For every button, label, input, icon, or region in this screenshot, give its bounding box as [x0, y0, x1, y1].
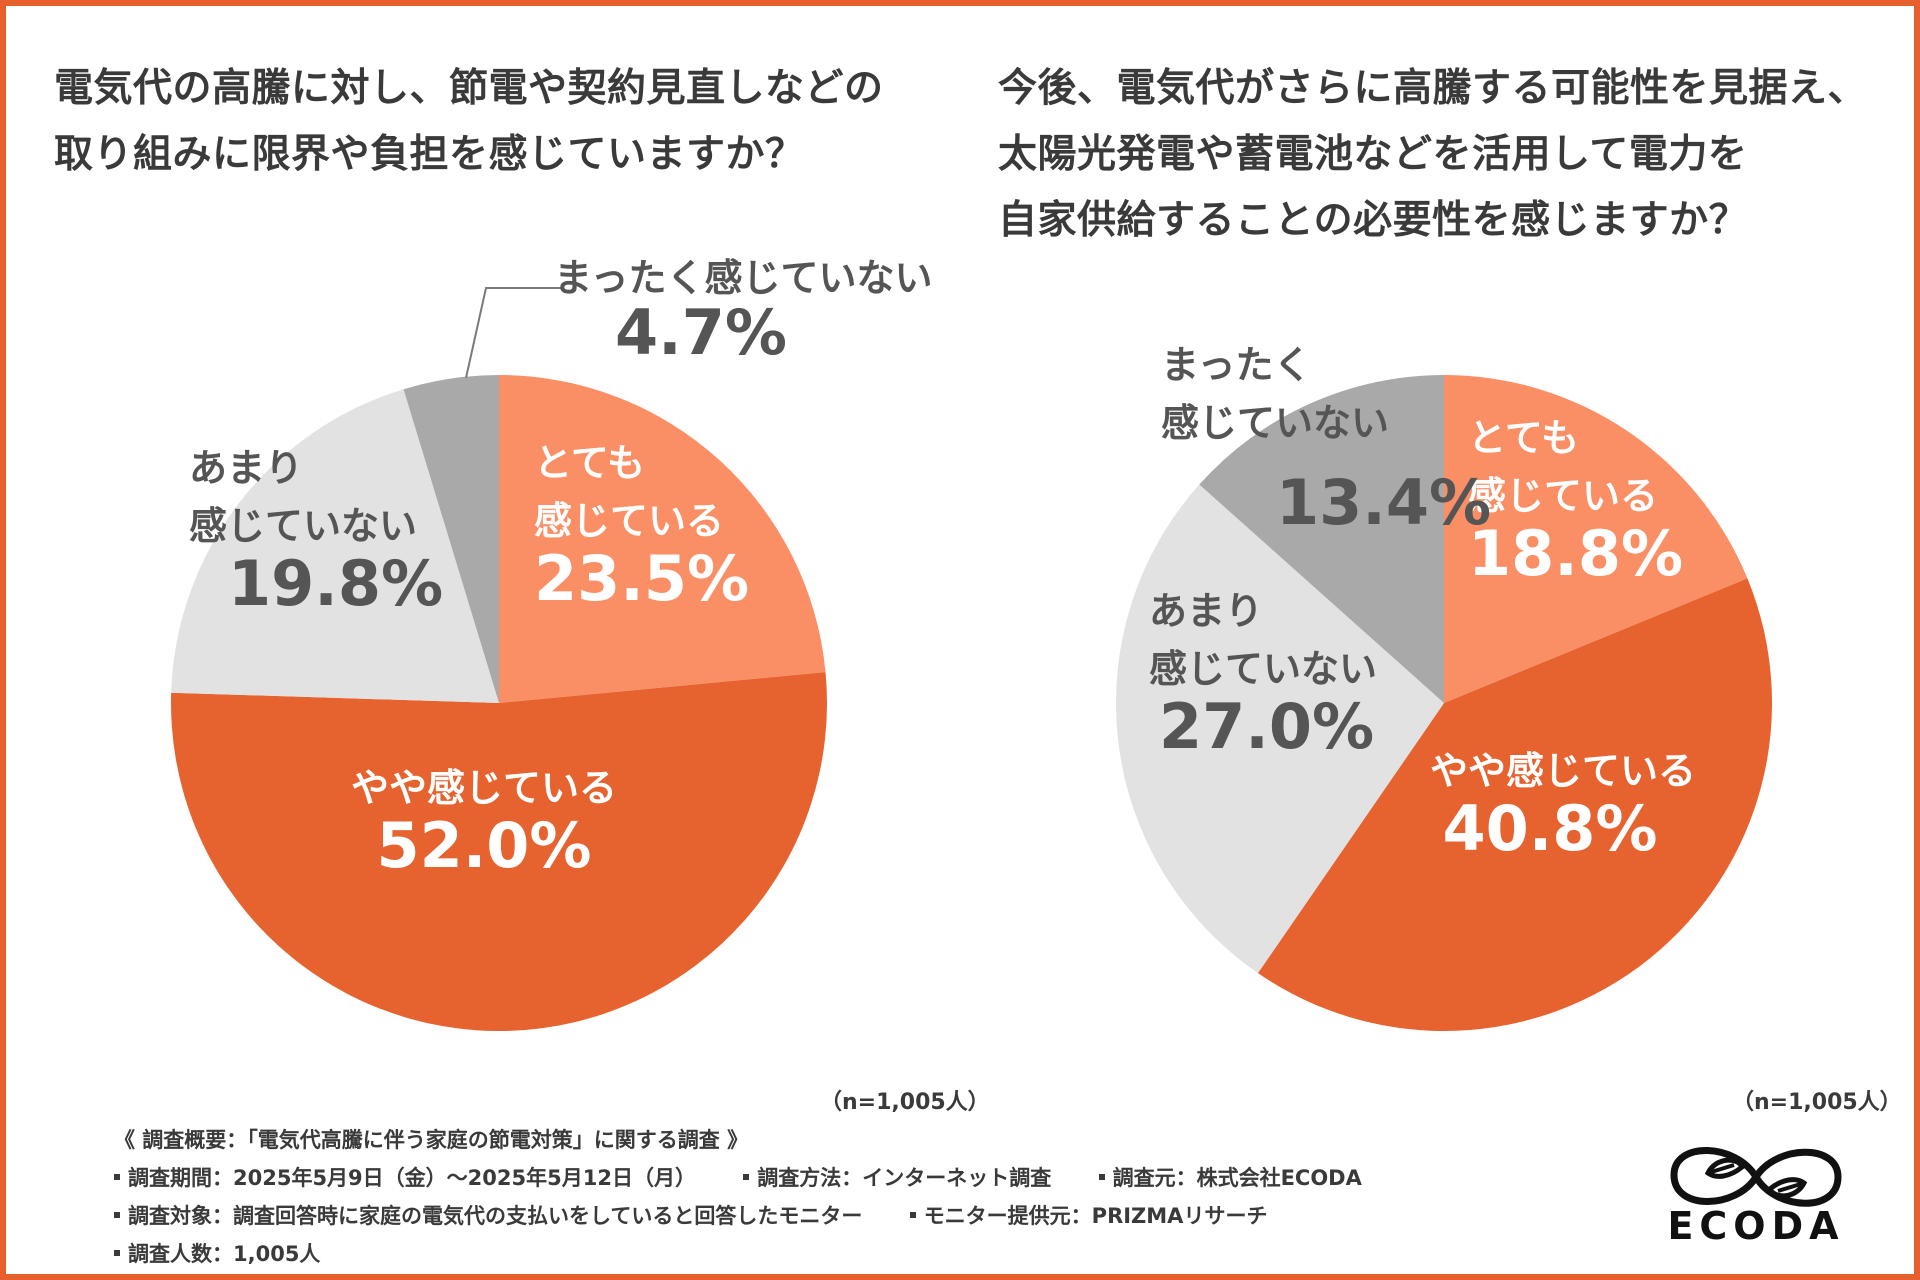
left-pie-slice-1 [499, 375, 826, 703]
left-slice-label: 感じていない [189, 504, 417, 548]
left-slice-label: とても [534, 441, 645, 485]
survey-count: 調査人数：1,005人 [114, 1235, 320, 1273]
survey-provider: モニター提供元：PRIZMAリサーチ [910, 1197, 1268, 1235]
left-title-line: 電気代の高騰に対し、節電や契約見直しなどの [54, 66, 884, 111]
right-slice-value: 18.8% [1468, 517, 1683, 590]
left-slice-value: 52.0% [376, 809, 591, 882]
right-slice-label: 感じていない [1149, 647, 1377, 691]
right-slice-value: 27.0% [1159, 690, 1374, 763]
left-slice-label: 感じている [534, 499, 724, 543]
right-slice-label: あまり [1149, 589, 1263, 633]
left-slice-value: 23.5% [534, 542, 749, 615]
pie-charts: とても感じている23.5%やや感じている52.0%あまり感じていない19.8%ま… [170, 256, 1773, 1032]
survey-period: 調査期間：2025年5月9日（金）～2025年5月12日（月） [114, 1159, 696, 1197]
left-slice-label: あまり [189, 446, 303, 490]
right-slice-value: 13.4% [1276, 466, 1491, 539]
survey-row: 調査期間：2025年5月9日（金）～2025年5月12日（月） 調査方法：インタ… [114, 1159, 1362, 1197]
right-title-line: 今後、電気代がさらに高騰する可能性を見据え、 [998, 66, 1868, 111]
left-slice-label: まったく感じていない [554, 256, 932, 300]
left-sample-size: （n=1,005人） [820, 1090, 990, 1115]
infinity-leaf-icon [1670, 1147, 1842, 1207]
left-title-line: 取り組みに限界や負担を感じていますか？ [54, 132, 805, 177]
right-slice-label: 感じている [1468, 474, 1658, 518]
right-slice-label: まったく [1161, 343, 1311, 387]
ecoda-logo-text: ECODA [1667, 1204, 1845, 1248]
right-slice-label: 感じていない [1161, 401, 1389, 445]
right-sample-size: （n=1,005人） [1732, 1090, 1902, 1115]
survey-method: 調査方法：インターネット調査 [743, 1159, 1051, 1197]
right-pie-slice-1 [1444, 375, 1748, 703]
survey-row: 調査人数：1,005人 [114, 1235, 1362, 1273]
right-slice-label: やや感じている [1430, 749, 1696, 793]
right-pie-slice-4 [1199, 375, 1444, 703]
survey-heading: 《 調査概要：「電気代高騰に伴う家庭の節電対策」に関する調査 》 [114, 1128, 749, 1152]
right-pie-chart: とても感じている18.8%やや感じている40.8%あまり感じていない27.0%ま… [1116, 343, 1773, 1032]
left-leader-line [465, 287, 561, 379]
right-chart-title: 今後、電気代がさらに高騰する可能性を見据え、 太陽光発電や蓄電池などを活用して電… [998, 56, 1867, 254]
right-title-line: 自家供給することの必要性を感じますか？ [998, 198, 1749, 243]
left-slice-value: 19.8% [228, 547, 443, 620]
right-title-line: 太陽光発電や蓄電池などを活用して電力を [998, 132, 1748, 177]
right-pie-slice-2 [1257, 578, 1773, 1032]
survey-row: 調査対象：調査回答時に家庭の電気代の支払いをしていると回答したモニター モニター… [114, 1197, 1362, 1235]
right-slice-value: 40.8% [1442, 792, 1657, 865]
survey-overview: 《 調査概要：「電気代高騰に伴う家庭の節電対策」に関する調査 》 調査期間：20… [114, 1121, 1362, 1273]
survey-source: 調査元：株式会社ECODA [1099, 1159, 1362, 1197]
left-chart-title: 電気代の高騰に対し、節電や契約見直しなどの 取り組みに限界や負担を感じていますか… [54, 56, 884, 188]
right-slice-label: とても [1468, 416, 1579, 460]
left-pie-slice-2 [170, 672, 827, 1032]
left-pie-slice-4 [403, 375, 499, 703]
left-slice-value: 4.7% [615, 296, 787, 369]
right-pie-slice-3 [1116, 484, 1444, 974]
survey-target: 調査対象：調査回答時に家庭の電気代の支払いをしていると回答したモニター [114, 1197, 862, 1235]
left-pie-slice-3 [171, 389, 499, 703]
left-slice-label: やや感じている [351, 766, 617, 810]
